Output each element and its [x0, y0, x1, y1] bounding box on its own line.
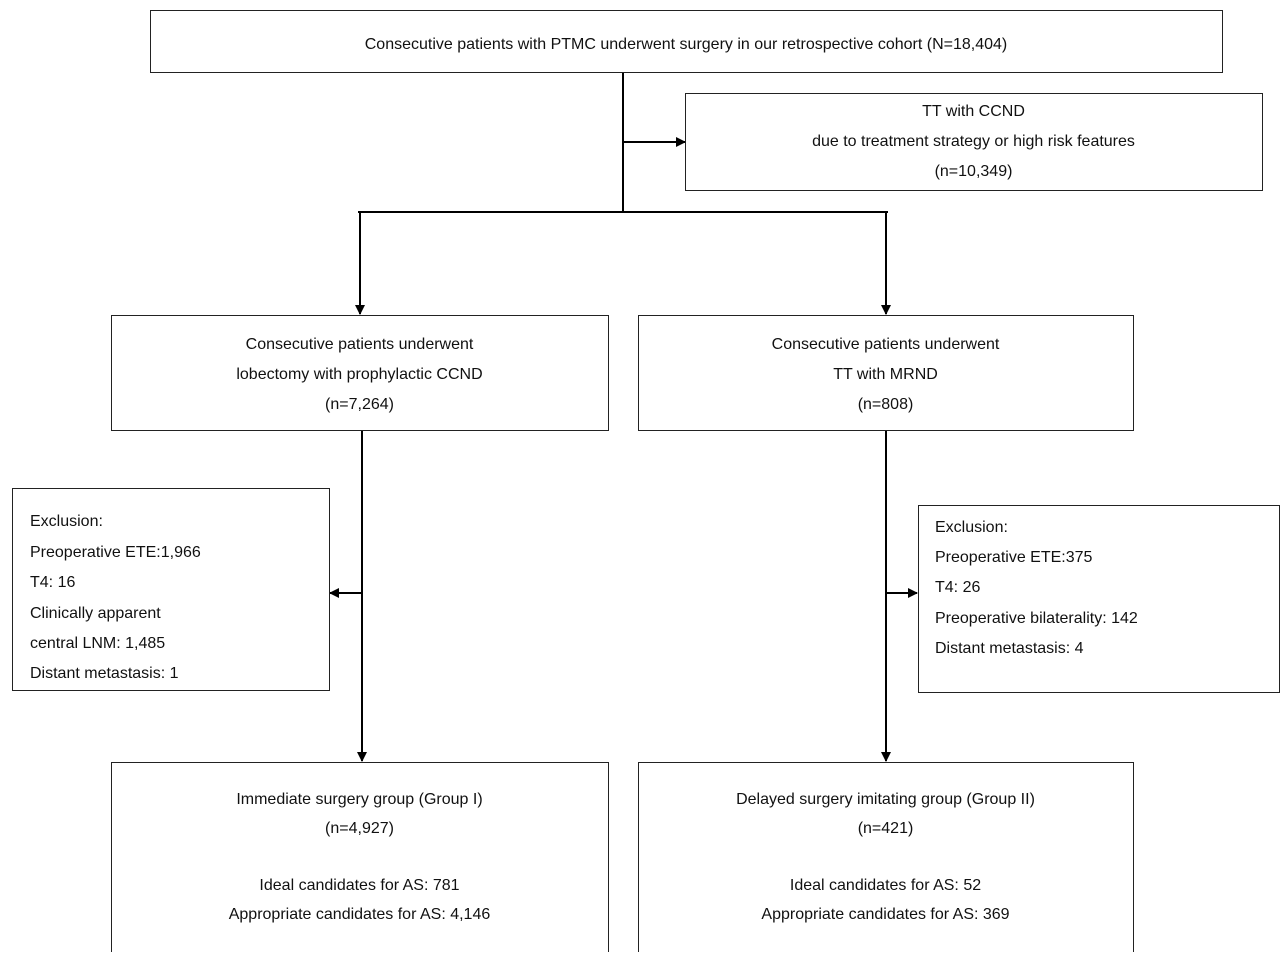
- node-text: Ideal candidates for AS: 781: [259, 877, 459, 894]
- node-text: TT with CCND: [922, 103, 1025, 120]
- node: Consecutive patients with PTMC underwent…: [150, 10, 1223, 73]
- node-text: Ideal candidates for AS: 52: [790, 877, 981, 894]
- node-text: (n=4,927): [325, 820, 394, 837]
- node-text: lobectomy with prophylactic CCND: [236, 366, 482, 383]
- node-box: [111, 315, 609, 431]
- node: Exclusion: Preoperative ETE:375 T4: 26 Preo…: [918, 505, 1280, 693]
- node: TT with CCND due to treatment strategy or…: [685, 93, 1263, 191]
- node-box: [685, 93, 1263, 191]
- node-text: central LNM: 1,485: [30, 635, 165, 652]
- node-text: (n=421): [858, 820, 914, 837]
- node-text: Preoperative bilaterality: 142: [935, 610, 1138, 627]
- node: Immediate surgery group (Group I) (n=4,92…: [111, 762, 609, 957]
- node-text: (n=808): [858, 396, 914, 413]
- node-text: Exclusion:: [935, 519, 1008, 536]
- node-text: Preoperative ETE:1,966: [30, 544, 201, 561]
- node: Exclusion: Preoperative ETE:1,966 T4: 16 Cl…: [12, 488, 330, 691]
- node-text: Preoperative ETE:375: [935, 549, 1093, 566]
- node-text: Consecutive patients with PTMC underwent…: [365, 36, 1008, 53]
- node: Delayed surgery imitating group (Group I…: [638, 762, 1134, 957]
- node-box: [12, 488, 330, 691]
- node: Consecutive patients underwent TT with MR…: [638, 315, 1134, 431]
- node-text: Distant metastasis: 4: [935, 640, 1084, 657]
- node-text: (n=10,349): [935, 163, 1013, 180]
- node-box: [638, 315, 1134, 431]
- node-text: Exclusion:: [30, 513, 103, 530]
- node-text: (n=7,264): [325, 396, 394, 413]
- node-text: T4: 26: [935, 579, 980, 596]
- connectors: [329, 72, 918, 762]
- node-text: due to treatment strategy or high risk f…: [812, 133, 1135, 150]
- node-text: TT with MRND: [833, 366, 938, 383]
- node-text: Distant metastasis: 1: [30, 665, 179, 682]
- node-text: Appropriate candidates for AS: 369: [761, 906, 1009, 923]
- node-text: Clinically apparent: [30, 605, 161, 622]
- node-text: Immediate surgery group (Group I): [236, 791, 482, 808]
- node-text: Consecutive patients underwent: [246, 336, 474, 353]
- node-box: [150, 10, 1223, 73]
- node-text: Appropriate candidates for AS: 4,146: [229, 906, 491, 923]
- node: Consecutive patients underwent lobectomy …: [111, 315, 609, 431]
- node-box: [918, 505, 1280, 693]
- node-box: [638, 762, 1134, 957]
- node-text: T4: 16: [30, 574, 75, 591]
- node-text: Consecutive patients underwent: [772, 336, 1000, 353]
- node-text: Delayed surgery imitating group (Group I…: [736, 791, 1035, 808]
- node-box: [111, 762, 609, 957]
